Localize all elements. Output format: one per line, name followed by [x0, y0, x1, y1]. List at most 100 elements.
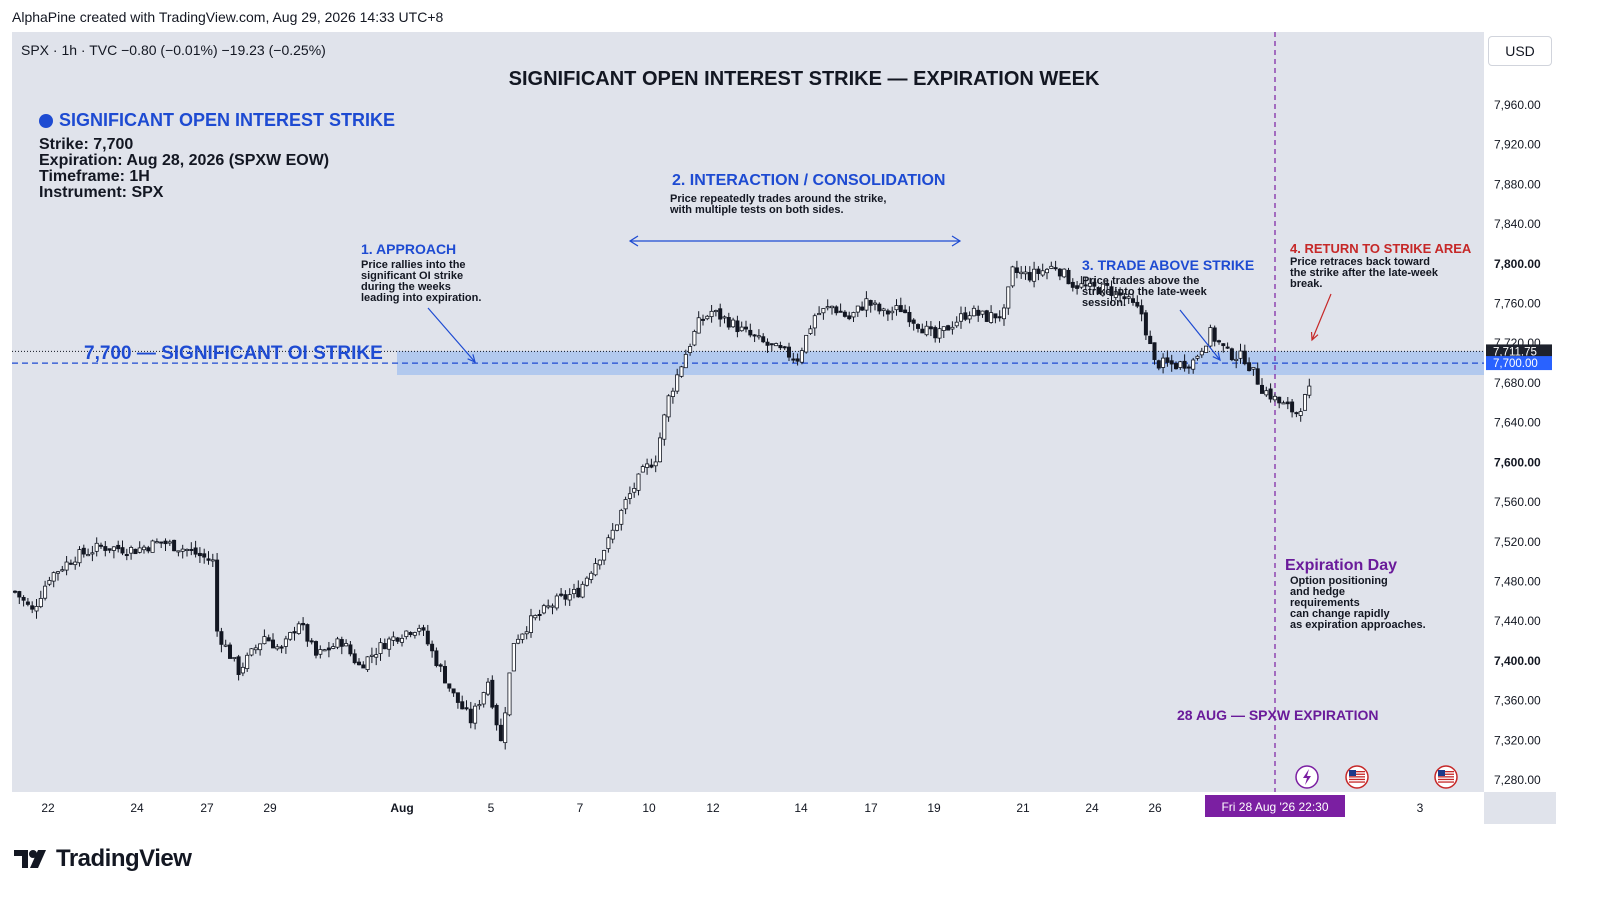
chart-pane[interactable]	[12, 32, 1556, 824]
candle	[1014, 260, 1019, 279]
candle	[670, 387, 675, 404]
strike-info-box: SIGNIFICANT OPEN INTEREST STRIKE Strike:…	[39, 110, 395, 201]
candle	[1036, 266, 1041, 281]
candle	[417, 624, 422, 636]
price-axis[interactable]	[1484, 32, 1556, 792]
candle	[288, 631, 293, 641]
candle	[460, 695, 465, 710]
candle	[1148, 330, 1153, 345]
earnings-bolt-icon	[1295, 765, 1319, 789]
blue-dot-icon	[39, 113, 53, 128]
candle	[202, 548, 207, 564]
candle	[593, 558, 598, 577]
candle	[623, 496, 628, 515]
candle	[817, 306, 822, 316]
candle	[335, 636, 340, 650]
candle	[636, 473, 641, 496]
candle	[873, 300, 878, 311]
candle	[1208, 324, 1213, 348]
candle	[292, 626, 297, 641]
candle	[1161, 353, 1166, 374]
candle	[1070, 278, 1075, 292]
candle	[434, 647, 439, 668]
candle	[485, 678, 490, 697]
price-tick-label: 7,600.00	[1494, 455, 1541, 469]
candle	[124, 548, 129, 561]
candle	[313, 640, 318, 659]
candle	[696, 311, 701, 334]
candle	[412, 631, 417, 639]
candle	[176, 550, 181, 557]
candle	[64, 556, 69, 576]
candle	[1040, 263, 1045, 277]
candle	[103, 541, 108, 557]
candle	[468, 701, 473, 729]
candle	[688, 343, 693, 356]
candle	[662, 413, 667, 446]
candle	[163, 538, 168, 552]
time-tick-label: 21	[1016, 801, 1030, 815]
candle	[993, 313, 998, 324]
candle	[184, 548, 189, 557]
candle	[589, 571, 594, 584]
candle	[90, 545, 95, 562]
candle	[266, 634, 271, 642]
crosshair-time-text: Fri 28 Aug '26 22:30	[1221, 800, 1328, 814]
candle	[331, 643, 336, 650]
candle	[795, 353, 800, 366]
annotation-return-text: Price retraces back toward the strike af…	[1290, 256, 1438, 290]
candle	[1242, 344, 1247, 366]
candle	[1156, 359, 1161, 371]
candle	[210, 553, 215, 567]
tradingview-logo[interactable]: TradingView	[14, 845, 192, 873]
candle	[1126, 292, 1131, 304]
candle	[481, 691, 486, 708]
candle	[924, 320, 929, 337]
candle	[352, 649, 357, 665]
candle	[830, 305, 835, 315]
candle	[498, 718, 503, 742]
candle	[1191, 357, 1196, 374]
time-tick-label: 17	[864, 801, 878, 815]
currency-button[interactable]: USD	[1488, 36, 1552, 66]
candle	[838, 303, 843, 313]
candle	[997, 310, 1002, 322]
candle	[726, 312, 731, 330]
time-tick-label: 7	[577, 801, 584, 815]
candle	[56, 571, 61, 581]
candle	[890, 306, 895, 321]
candle	[731, 317, 736, 329]
candle	[1169, 354, 1174, 372]
candle	[894, 299, 899, 316]
info-instrument: Instrument: SPX	[39, 184, 164, 201]
strike-price-tag	[1486, 356, 1552, 371]
candle	[172, 539, 177, 552]
annotation-expiration-day: Expiration Day Option positioning and he…	[1285, 557, 1426, 631]
price-tick-label: 7,360.00	[1494, 694, 1541, 708]
candle	[1255, 362, 1260, 385]
candle	[223, 639, 228, 648]
candle	[1238, 343, 1243, 364]
candle	[1053, 260, 1058, 271]
candle	[950, 321, 955, 335]
candle	[713, 309, 718, 317]
candle	[606, 534, 611, 553]
candle	[232, 656, 237, 662]
candle	[1294, 411, 1299, 418]
candle	[236, 654, 241, 681]
price-tick-label: 7,680.00	[1494, 376, 1541, 390]
time-tick-label: 12	[706, 801, 720, 815]
candle	[855, 305, 860, 317]
candle	[868, 299, 873, 313]
candle	[1307, 378, 1312, 399]
expiration-label: 28 AUG — SPXW EXPIRATION	[1177, 707, 1379, 723]
candle	[567, 588, 572, 606]
candle	[1105, 279, 1110, 290]
candle	[761, 333, 766, 344]
approach-arrow	[427, 307, 476, 364]
time-tick-label: 24	[1085, 801, 1099, 815]
candle	[1088, 277, 1093, 291]
symbol-info: SPX · 1h · TVC −0.80 (−0.01%) −19.23 (−0…	[21, 42, 326, 58]
candle	[81, 544, 86, 558]
